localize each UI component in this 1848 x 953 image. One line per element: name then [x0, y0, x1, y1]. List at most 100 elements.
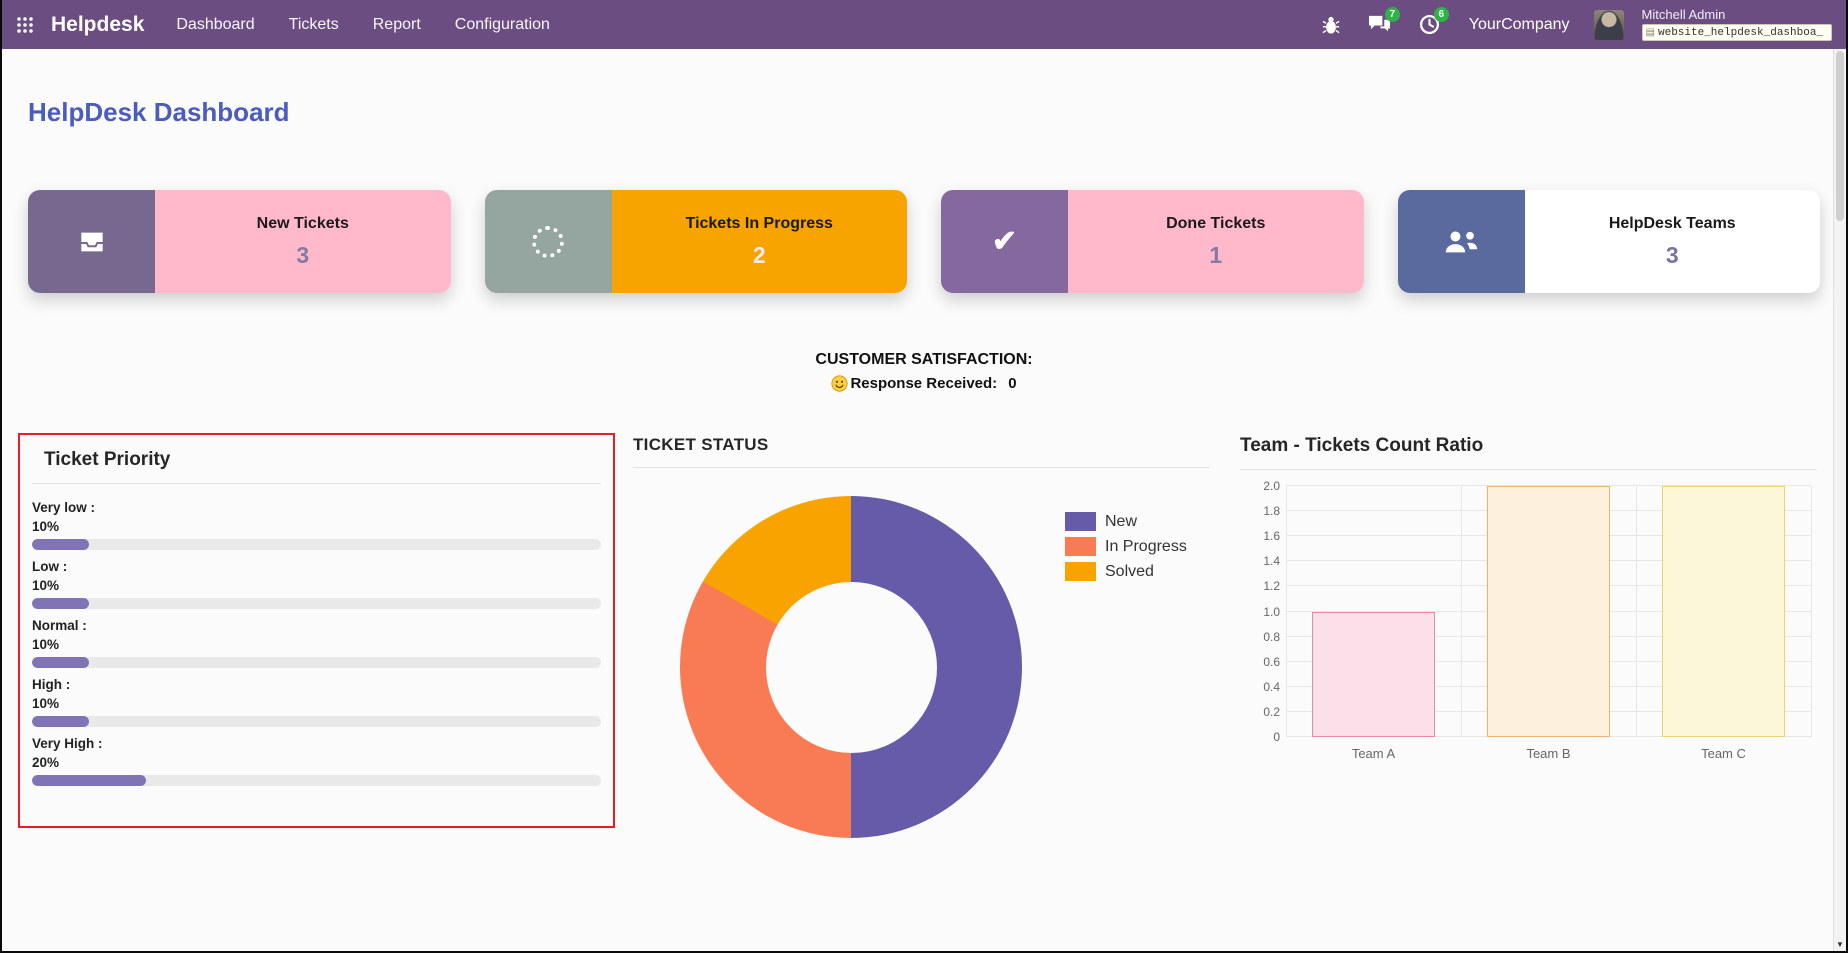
priority-progress-fill: [32, 539, 89, 550]
legend-item-in-progress[interactable]: In Progress: [1065, 537, 1187, 556]
top-navbar: Helpdesk Dashboard Tickets Report Config…: [2, 0, 1846, 49]
satisfaction-label: Response Received:: [850, 375, 998, 392]
legend-label: New: [1105, 512, 1138, 530]
x-axis-label: Team C: [1701, 746, 1746, 761]
priority-label: Very low :: [32, 500, 96, 515]
legend-item-new[interactable]: New: [1065, 512, 1187, 531]
priority-progress-fill: [32, 775, 146, 786]
priority-percent: 10%: [32, 519, 60, 534]
priority-percent: 10%: [32, 696, 60, 711]
legend-swatch: [1065, 537, 1096, 556]
panels-row: Ticket Priority Very low :10% Low :10% Nor…: [18, 433, 1820, 838]
x-axis-label: Team A: [1351, 746, 1396, 761]
view-grid-icon: ▤: [1645, 27, 1655, 39]
apps-grid-icon[interactable]: [16, 16, 33, 33]
inbox-icon: [80, 232, 103, 251]
priority-panel-title: Ticket Priority: [44, 449, 171, 470]
customer-satisfaction: CUSTOMER SATISFACTION: Response Received…: [28, 351, 1820, 397]
priority-label: Low :: [32, 559, 68, 574]
y-axis-tick: 0.6: [1263, 654, 1280, 669]
team-chart: 0 0.2 0.4 0.6 0.8 1.0 1.2 1.4 1.6 1.8 2.0 Team A Te…: [1240, 479, 1817, 761]
legend-swatch: [1065, 512, 1096, 531]
users-icon: [1445, 230, 1478, 252]
legend-swatch: [1065, 562, 1096, 581]
kpi-card-new-tickets[interactable]: New Tickets 3: [28, 190, 451, 293]
bar-team-c: [1662, 486, 1785, 737]
app-brand[interactable]: Helpdesk: [51, 12, 145, 36]
kpi-label: HelpDesk Teams: [1608, 214, 1736, 232]
priority-label: Very High :: [32, 736, 103, 751]
activities-button[interactable]: 6: [1419, 7, 1449, 35]
x-axis-label: Team B: [1526, 746, 1571, 761]
kpi-value: 1: [1209, 241, 1223, 268]
donut-hole: [765, 581, 937, 753]
y-axis-tick: 1.2: [1263, 579, 1280, 594]
bar-team-a: [1312, 611, 1435, 737]
chat-icon: [1368, 15, 1390, 32]
ticket-status-donut[interactable]: [680, 496, 1022, 838]
priority-progressbar: [32, 775, 601, 786]
y-axis-tick: 0.8: [1263, 629, 1280, 644]
scrollbar-down-arrow[interactable]: ▼: [1836, 940, 1844, 949]
user-avatar[interactable]: [1593, 9, 1624, 40]
vgrid: [1811, 486, 1812, 737]
priority-progress-fill: [32, 716, 89, 727]
debug-view-field[interactable]: [1658, 26, 1828, 39]
nav-menu-configuration[interactable]: Configuration: [454, 15, 550, 33]
priority-label: Normal :: [32, 618, 87, 633]
kpi-card-tickets-in-progress[interactable]: Tickets In Progress 2: [484, 190, 907, 293]
priority-progressbar: [32, 539, 601, 550]
team-chart-plot[interactable]: 0 0.2 0.4 0.6 0.8 1.0 1.2 1.4 1.6 1.8 2.0: [1263, 479, 1812, 744]
y-axis-tick: 1.0: [1263, 604, 1280, 619]
spinner-icon: [532, 225, 564, 258]
kpi-label: Tickets In Progress: [685, 214, 833, 232]
y-axis-tick: 1.6: [1263, 529, 1280, 544]
activities-badge: 6: [1433, 7, 1449, 22]
satisfaction-value: 0: [1008, 375, 1017, 392]
kpi-icon-block: ✔: [941, 190, 1068, 293]
priority-percent: 20%: [32, 755, 60, 770]
legend-item-solved[interactable]: Solved: [1065, 562, 1187, 581]
legend-label: In Progress: [1105, 537, 1187, 555]
vgrid: [1286, 486, 1287, 737]
team-panel-title: Team - Tickets Count Ratio: [1240, 435, 1484, 456]
bug-icon: [1322, 16, 1340, 34]
ticket-status-panel: TICKET STATUS New In Progress Solved: [633, 433, 1210, 838]
messages-button[interactable]: 7: [1368, 7, 1400, 35]
debug-bug-icon[interactable]: [1322, 15, 1340, 35]
priority-progress-fill: [32, 657, 89, 668]
nav-menu-report[interactable]: Report: [372, 15, 421, 33]
satisfaction-title: CUSTOMER SATISFACTION:: [815, 351, 1033, 368]
legend-label: Solved: [1105, 562, 1154, 580]
priority-items: Very low : 10% Low : 10% Normal : 10% High : 10…: [32, 500, 601, 786]
kpi-body: New Tickets 3: [155, 190, 451, 293]
kpi-label: New Tickets: [256, 214, 349, 232]
vgrid: [1461, 486, 1462, 737]
kpi-body: Done Tickets 1: [1068, 190, 1364, 293]
nav-menu-dashboard[interactable]: Dashboard: [176, 15, 255, 33]
priority-item: High : 10%: [32, 677, 601, 727]
kpi-card-helpdesk-teams[interactable]: HelpDesk Teams 3: [1397, 190, 1820, 293]
messages-badge: 7: [1384, 7, 1400, 22]
scrollbar-thumb[interactable]: [1836, 51, 1844, 221]
y-axis-tick: 0.4: [1263, 679, 1280, 694]
user-name: Mitchell Admin: [1641, 6, 1726, 22]
clock-icon: [1419, 14, 1439, 35]
ticket-status-legend: New In Progress Solved: [1065, 512, 1187, 587]
priority-progressbar: [32, 598, 601, 609]
nav-menu-tickets[interactable]: Tickets: [288, 15, 339, 33]
check-icon: ✔: [991, 225, 1018, 258]
kpi-value: 2: [752, 241, 766, 268]
priority-percent: 10%: [32, 637, 60, 652]
vgrid: [1636, 486, 1637, 737]
vertical-scrollbar[interactable]: ▼: [1833, 49, 1846, 951]
kpi-card-done-tickets[interactable]: ✔ Done Tickets 1: [941, 190, 1364, 293]
user-info: Mitchell Admin ▤: [1641, 6, 1832, 42]
y-axis-tick: 0.2: [1263, 704, 1280, 719]
bar-team-b: [1487, 486, 1610, 737]
kpi-body: HelpDesk Teams 3: [1524, 190, 1820, 293]
priority-item: Low : 10%: [32, 559, 601, 609]
status-panel-title: TICKET STATUS: [633, 435, 769, 454]
company-switcher[interactable]: YourCompany: [1468, 15, 1570, 33]
